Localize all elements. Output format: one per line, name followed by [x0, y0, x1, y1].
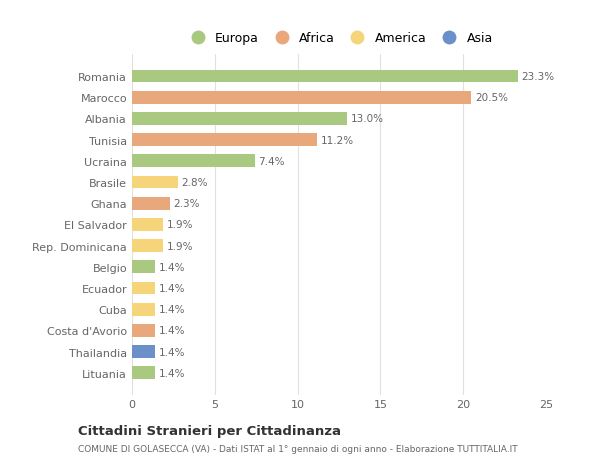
Text: 1.4%: 1.4%: [158, 283, 185, 293]
Bar: [132, 282, 155, 295]
Bar: [132, 325, 155, 337]
Text: COMUNE DI GOLASECCA (VA) - Dati ISTAT al 1° gennaio di ogni anno - Elaborazione : COMUNE DI GOLASECCA (VA) - Dati ISTAT al…: [78, 444, 518, 453]
Text: 1.9%: 1.9%: [167, 241, 193, 251]
Bar: [132, 92, 472, 104]
Bar: [132, 303, 155, 316]
Text: 23.3%: 23.3%: [521, 72, 554, 82]
Bar: [132, 176, 178, 189]
Bar: [132, 240, 163, 252]
Text: 1.9%: 1.9%: [167, 220, 193, 230]
Text: 7.4%: 7.4%: [258, 157, 284, 167]
Text: 1.4%: 1.4%: [158, 368, 185, 378]
Bar: [132, 346, 155, 358]
Text: 1.4%: 1.4%: [158, 347, 185, 357]
Text: 13.0%: 13.0%: [350, 114, 383, 124]
Legend: Europa, Africa, America, Asia: Europa, Africa, America, Asia: [180, 28, 498, 50]
Text: 11.2%: 11.2%: [321, 135, 354, 146]
Bar: [132, 218, 163, 231]
Bar: [132, 134, 317, 147]
Text: 1.4%: 1.4%: [158, 262, 185, 272]
Bar: [132, 113, 347, 125]
Bar: [132, 367, 155, 379]
Bar: [132, 261, 155, 274]
Text: 1.4%: 1.4%: [158, 326, 185, 336]
Text: 2.3%: 2.3%: [173, 199, 200, 209]
Text: Cittadini Stranieri per Cittadinanza: Cittadini Stranieri per Cittadinanza: [78, 424, 341, 437]
Bar: [132, 71, 518, 83]
Bar: [132, 155, 254, 168]
Text: 20.5%: 20.5%: [475, 93, 508, 103]
Bar: [132, 197, 170, 210]
Text: 2.8%: 2.8%: [182, 178, 208, 188]
Text: 1.4%: 1.4%: [158, 304, 185, 314]
